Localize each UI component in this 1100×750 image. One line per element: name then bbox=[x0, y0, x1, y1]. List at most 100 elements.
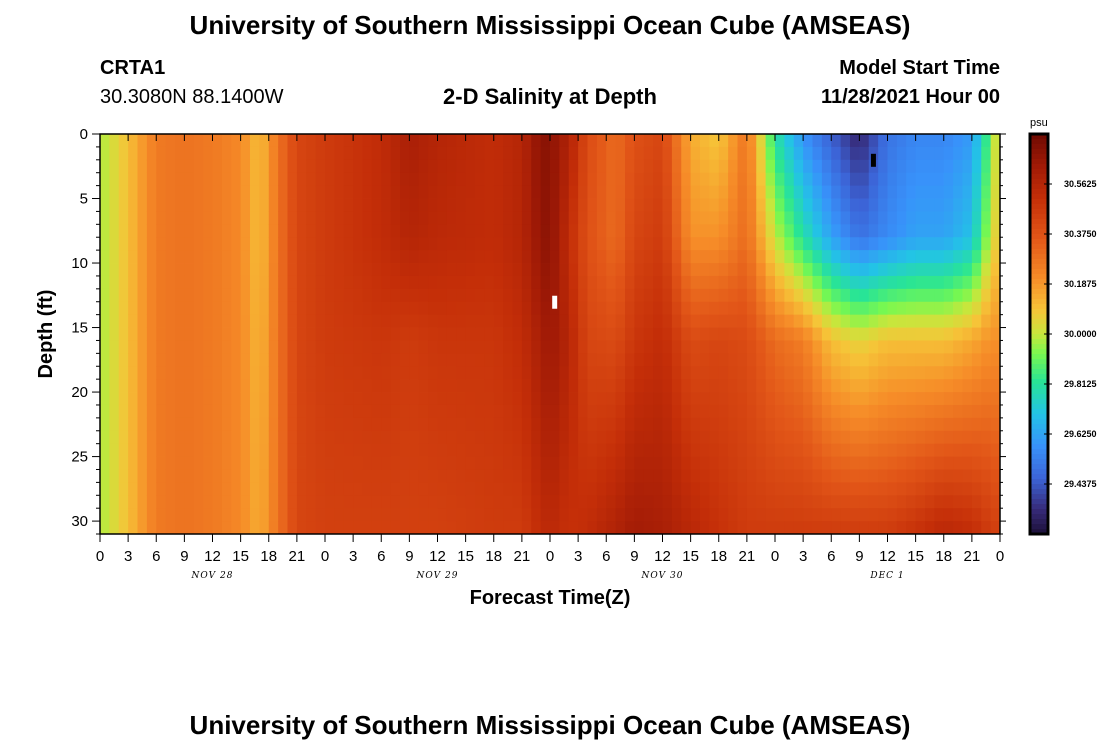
heatmap-cell bbox=[643, 237, 654, 251]
heatmap-cell bbox=[137, 340, 148, 354]
heatmap-cell bbox=[231, 327, 242, 341]
heatmap-cell bbox=[493, 211, 504, 225]
heatmap-cell bbox=[812, 495, 823, 509]
heatmap-cell bbox=[606, 146, 617, 161]
heatmap-cell bbox=[643, 185, 654, 199]
heatmap-cell bbox=[803, 172, 813, 187]
heatmap-cell bbox=[831, 508, 842, 522]
heatmap-cell bbox=[353, 495, 363, 509]
heatmap-cell bbox=[118, 288, 129, 303]
heatmap-cell bbox=[109, 495, 120, 509]
heatmap-cell bbox=[775, 250, 785, 264]
heatmap-cell bbox=[756, 417, 767, 432]
heatmap-cell bbox=[596, 327, 607, 341]
heatmap-cell bbox=[775, 417, 785, 432]
heatmap-cell bbox=[981, 340, 992, 354]
heatmap-cell bbox=[156, 224, 167, 238]
heatmap-cell bbox=[146, 456, 157, 470]
heatmap-cell bbox=[568, 366, 579, 380]
heatmap-cell bbox=[353, 353, 363, 367]
heatmap-cell bbox=[803, 521, 813, 535]
heatmap-cell bbox=[681, 404, 692, 419]
heatmap-cell bbox=[428, 508, 438, 522]
heatmap-cell bbox=[793, 288, 804, 303]
heatmap-cell bbox=[531, 314, 542, 328]
heatmap-cell bbox=[868, 469, 879, 483]
heatmap-cell bbox=[296, 456, 307, 470]
heatmap-cell bbox=[981, 443, 992, 457]
heatmap-cell bbox=[634, 327, 645, 341]
heatmap-cell bbox=[184, 404, 195, 419]
heatmap-cell bbox=[906, 392, 917, 406]
heatmap-cell bbox=[240, 224, 251, 238]
heatmap-cell bbox=[971, 211, 982, 225]
heatmap-cell bbox=[775, 237, 785, 251]
heatmap-cell bbox=[493, 340, 504, 354]
heatmap-cell bbox=[484, 263, 495, 277]
heatmap-cell bbox=[737, 250, 748, 264]
heatmap-cell bbox=[512, 198, 523, 212]
heatmap-cell bbox=[362, 340, 373, 354]
heatmap-cell bbox=[343, 508, 354, 522]
heatmap-cell bbox=[465, 353, 476, 367]
heatmap-cell bbox=[615, 211, 626, 225]
heatmap-cell bbox=[306, 263, 317, 277]
heatmap-cell bbox=[859, 275, 870, 290]
heatmap-cell bbox=[690, 495, 701, 509]
heatmap-cell bbox=[681, 456, 692, 470]
heatmap-cell bbox=[465, 224, 476, 238]
heatmap-cell bbox=[793, 456, 804, 470]
heatmap-cell bbox=[512, 224, 523, 238]
heatmap-cell bbox=[906, 185, 917, 199]
heatmap-cell bbox=[240, 417, 251, 432]
heatmap-cell bbox=[943, 211, 954, 225]
heatmap-cell bbox=[896, 456, 907, 470]
heatmap-cell bbox=[803, 430, 813, 445]
heatmap-cell bbox=[625, 134, 635, 148]
heatmap-cell bbox=[953, 366, 963, 380]
x-tick-label: 15 bbox=[682, 548, 699, 565]
heatmap-cell bbox=[493, 250, 504, 264]
heatmap-cell bbox=[587, 353, 598, 367]
heatmap-cell bbox=[653, 353, 663, 367]
heatmap-cell bbox=[943, 417, 954, 432]
heatmap-cell bbox=[268, 250, 279, 264]
heatmap-cell bbox=[681, 237, 692, 251]
heatmap-cell bbox=[896, 508, 907, 522]
heatmap-cell bbox=[812, 379, 823, 393]
heatmap-cell bbox=[306, 211, 317, 225]
heatmap-cell bbox=[803, 456, 813, 470]
heatmap-cell bbox=[981, 301, 992, 316]
heatmap-cell bbox=[700, 430, 710, 445]
heatmap-cell bbox=[662, 224, 673, 238]
heatmap-cell bbox=[662, 250, 673, 264]
heatmap-cell bbox=[634, 482, 645, 496]
heatmap-cell bbox=[765, 301, 776, 316]
heatmap-cell bbox=[493, 521, 504, 535]
heatmap-cell bbox=[887, 288, 898, 303]
heatmap-cell bbox=[521, 340, 532, 354]
heatmap-cell bbox=[550, 172, 560, 187]
heatmap-cell bbox=[418, 185, 429, 199]
heatmap-cell bbox=[559, 379, 570, 393]
heatmap-cell bbox=[634, 443, 645, 457]
heatmap-cell bbox=[343, 314, 354, 328]
heatmap-cell bbox=[746, 417, 757, 432]
heatmap-cell bbox=[493, 379, 504, 393]
heatmap-cell bbox=[484, 172, 495, 187]
heatmap-cell bbox=[128, 224, 138, 238]
heatmap-cell bbox=[878, 263, 888, 277]
heatmap-cell bbox=[775, 495, 785, 509]
heatmap-cell bbox=[334, 263, 345, 277]
heatmap-cell bbox=[887, 185, 898, 199]
heatmap-cell bbox=[681, 185, 692, 199]
heatmap-cell bbox=[118, 146, 129, 161]
heatmap-cell bbox=[587, 417, 598, 432]
heatmap-cell bbox=[540, 211, 551, 225]
heatmap-cell bbox=[100, 469, 110, 483]
heatmap-cell bbox=[615, 185, 626, 199]
heatmap-cell bbox=[128, 392, 138, 406]
heatmap-cell bbox=[315, 146, 326, 161]
heatmap-cell bbox=[896, 288, 907, 303]
heatmap-cell bbox=[934, 482, 945, 496]
